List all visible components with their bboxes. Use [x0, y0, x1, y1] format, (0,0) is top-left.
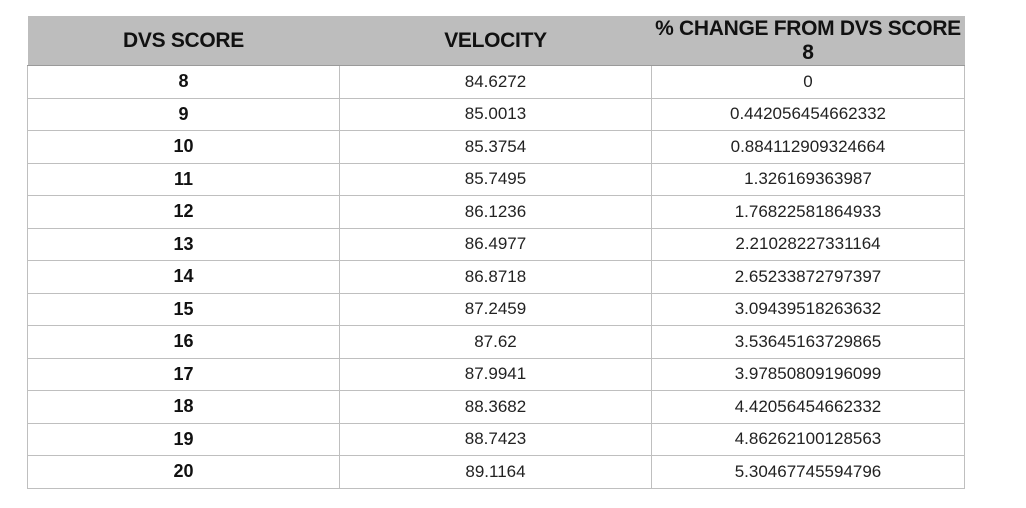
cell-dvs-score: 16 [27, 325, 340, 359]
header-row: DVS SCORE VELOCITY % CHANGE FROM DVS SCO… [27, 16, 965, 66]
cell-percent-change: 0.884112909324664 [651, 130, 965, 164]
cell-dvs-score: 19 [27, 422, 340, 456]
cell-percent-change: 5.30467745594796 [651, 455, 965, 489]
cell-dvs-score: 10 [27, 130, 340, 164]
cell-velocity: 85.3754 [339, 130, 652, 164]
cell-dvs-score: 15 [27, 292, 340, 326]
cell-dvs-score: 13 [27, 227, 340, 261]
cell-dvs-score: 18 [27, 390, 340, 424]
table-row: 13 86.4977 2.21028227331164 [27, 227, 965, 261]
table-row: 11 85.7495 1.326169363987 [27, 162, 965, 196]
cell-velocity: 87.2459 [339, 292, 652, 326]
table-row: 9 85.0013 0.442056454662332 [27, 97, 965, 131]
data-table-container: DVS SCORE VELOCITY % CHANGE FROM DVS SCO… [27, 16, 965, 489]
table-row: 19 88.7423 4.86262100128563 [27, 422, 965, 456]
cell-percent-change: 3.97850809196099 [651, 357, 965, 391]
table-row: 12 86.1236 1.76822581864933 [27, 195, 965, 229]
cell-percent-change: 4.42056454662332 [651, 390, 965, 424]
cell-velocity: 85.7495 [339, 162, 652, 196]
table-row: 14 86.8718 2.65233872797397 [27, 260, 965, 294]
cell-dvs-score: 12 [27, 195, 340, 229]
cell-percent-change: 1.76822581864933 [651, 195, 965, 229]
cell-velocity: 85.0013 [339, 97, 652, 131]
cell-percent-change: 3.53645163729865 [651, 325, 965, 359]
table-header: DVS SCORE VELOCITY % CHANGE FROM DVS SCO… [27, 16, 965, 66]
table-row: 16 87.62 3.53645163729865 [27, 325, 965, 359]
cell-dvs-score: 14 [27, 260, 340, 294]
cell-dvs-score: 17 [27, 357, 340, 391]
table-row: 10 85.3754 0.884112909324664 [27, 130, 965, 164]
cell-velocity: 84.6272 [339, 65, 652, 99]
cell-velocity: 87.62 [339, 325, 652, 359]
header-velocity: VELOCITY [339, 16, 652, 66]
cell-dvs-score: 11 [27, 162, 340, 196]
dvs-velocity-table: DVS SCORE VELOCITY % CHANGE FROM DVS SCO… [27, 16, 965, 489]
cell-velocity: 86.8718 [339, 260, 652, 294]
cell-velocity: 88.3682 [339, 390, 652, 424]
table-row: 8 84.6272 0 [27, 65, 965, 99]
cell-percent-change: 3.09439518263632 [651, 292, 965, 326]
table-row: 17 87.9941 3.97850809196099 [27, 357, 965, 391]
cell-percent-change: 4.86262100128563 [651, 422, 965, 456]
cell-percent-change: 2.65233872797397 [651, 260, 965, 294]
cell-velocity: 89.1164 [339, 455, 652, 489]
table-row: 20 89.1164 5.30467745594796 [27, 455, 965, 489]
cell-percent-change: 2.21028227331164 [651, 227, 965, 261]
cell-velocity: 87.9941 [339, 357, 652, 391]
cell-dvs-score: 8 [27, 65, 340, 99]
cell-velocity: 88.7423 [339, 422, 652, 456]
cell-percent-change: 0 [651, 65, 965, 99]
cell-dvs-score: 20 [27, 455, 340, 489]
header-percent-change: % CHANGE FROM DVS SCORE 8 [651, 16, 965, 66]
cell-percent-change: 1.326169363987 [651, 162, 965, 196]
cell-velocity: 86.1236 [339, 195, 652, 229]
header-dvs-score: DVS SCORE [27, 16, 340, 66]
cell-dvs-score: 9 [27, 97, 340, 131]
cell-percent-change: 0.442056454662332 [651, 97, 965, 131]
table-row: 18 88.3682 4.42056454662332 [27, 390, 965, 424]
table-body: 8 84.6272 0 9 85.0013 0.442056454662332 … [27, 65, 965, 489]
table-row: 15 87.2459 3.09439518263632 [27, 292, 965, 326]
cell-velocity: 86.4977 [339, 227, 652, 261]
